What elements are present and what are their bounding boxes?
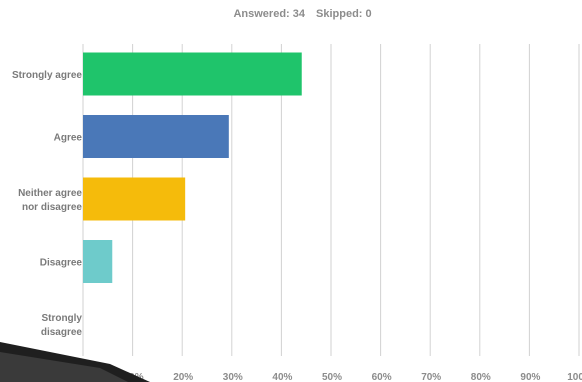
- category-label: Strongly: [41, 313, 82, 324]
- x-tick-label: 20%: [173, 372, 193, 382]
- x-tick-label: 80%: [471, 372, 491, 382]
- category-label: nor disagree: [22, 202, 82, 213]
- x-axis-ticks: 0%10%20%30%40%50%60%70%80%90%100%: [77, 372, 582, 382]
- x-tick-label: 40%: [272, 372, 292, 382]
- x-tick-label: 70%: [421, 372, 441, 382]
- x-tick-label: 90%: [520, 372, 540, 382]
- skipped-count: Skipped: 0: [316, 8, 372, 20]
- bar: [83, 240, 113, 283]
- category-labels: Strongly agree Agree Neither agree nor disa…: [12, 70, 82, 338]
- bar: [83, 115, 229, 158]
- gridlines: [82, 44, 580, 356]
- category-label: disagree: [41, 327, 83, 338]
- category-label: Strongly agree: [12, 70, 82, 81]
- category-label: Neither agree: [18, 188, 82, 199]
- bar: [83, 52, 302, 96]
- bars: [83, 52, 302, 283]
- category-label: Agree: [54, 133, 83, 144]
- x-tick-label: 100%: [567, 372, 582, 382]
- answered-count: Answered: 34: [233, 8, 305, 20]
- category-label: Disagree: [40, 258, 83, 269]
- x-tick-label: 30%: [223, 372, 243, 382]
- slide-corner-highlight: [0, 352, 128, 382]
- x-tick-label: 60%: [372, 372, 392, 382]
- bar: [83, 177, 186, 221]
- x-tick-label: 50%: [322, 372, 342, 382]
